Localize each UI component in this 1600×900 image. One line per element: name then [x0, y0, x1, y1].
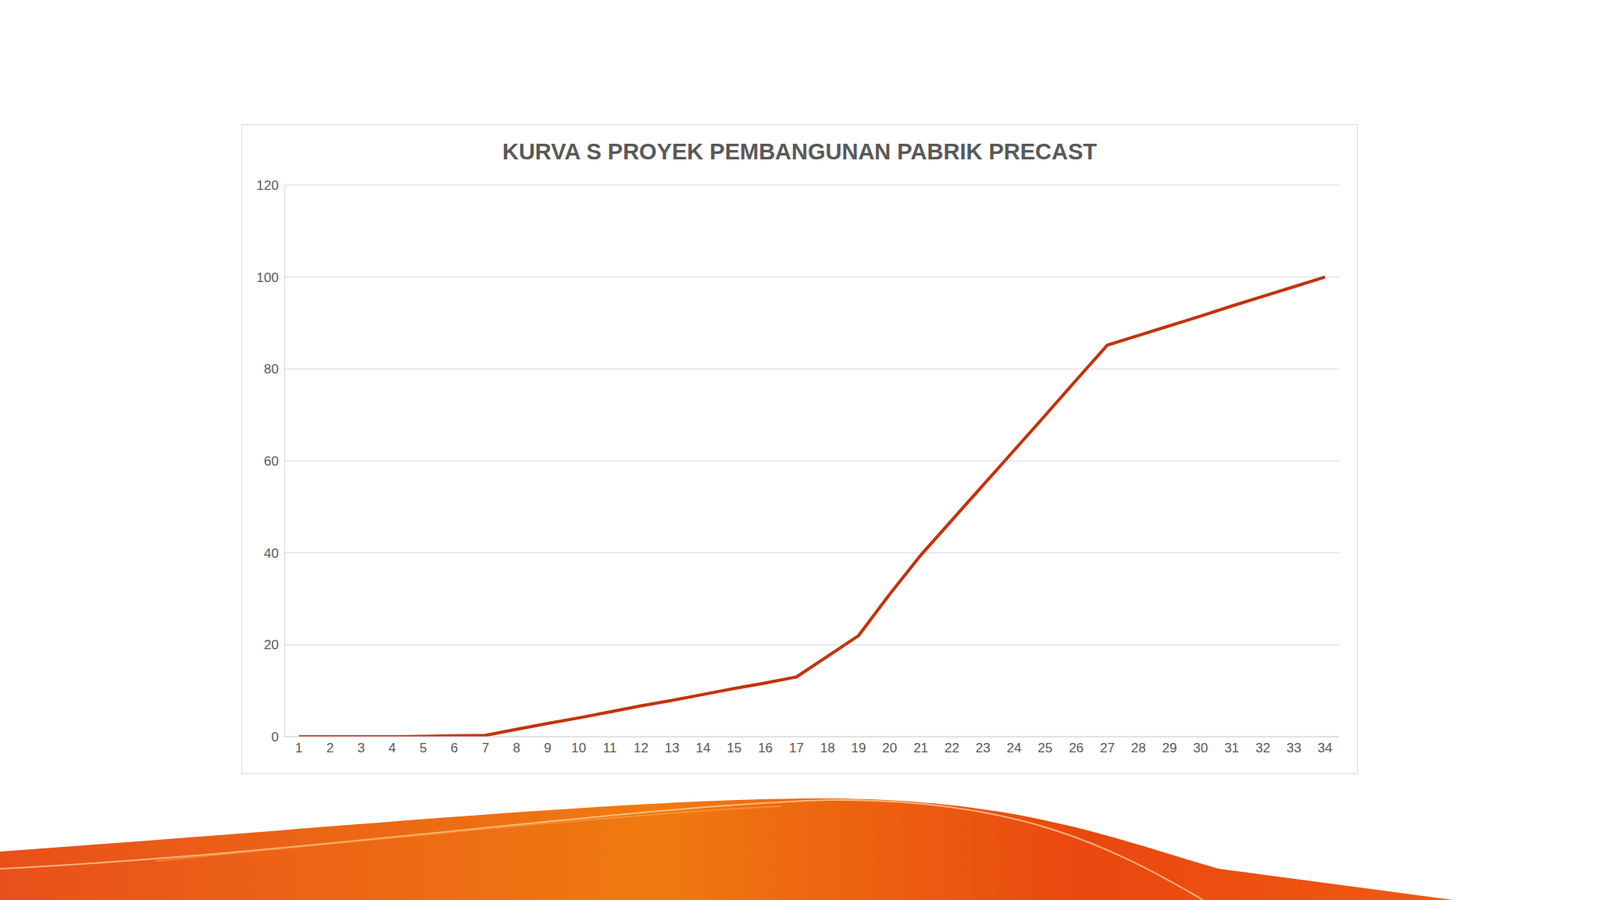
- svg-text:26: 26: [1068, 740, 1084, 756]
- svg-text:33: 33: [1286, 740, 1302, 756]
- svg-text:100: 100: [256, 270, 279, 286]
- svg-text:3: 3: [357, 740, 365, 756]
- svg-text:25: 25: [1037, 740, 1053, 756]
- svg-text:11: 11: [603, 740, 618, 756]
- svg-text:23: 23: [975, 740, 991, 756]
- svg-text:12: 12: [633, 740, 649, 756]
- svg-text:20: 20: [264, 637, 279, 653]
- svg-text:80: 80: [264, 361, 279, 377]
- svg-text:29: 29: [1162, 740, 1178, 756]
- html-text:KURVA S PROYEK PEMBANGUNAN PAB: KURVA S PROYEK PEMBANGUNAN PABRIK PRECAS…: [502, 138, 1097, 164]
- svg-text:34: 34: [1317, 740, 1333, 756]
- svg-text:8: 8: [512, 740, 520, 756]
- svg-text:27: 27: [1100, 740, 1115, 756]
- svg-text:0: 0: [271, 729, 279, 745]
- svg-text:20: 20: [882, 740, 897, 756]
- svg-text:18: 18: [820, 740, 836, 756]
- svg-text:60: 60: [264, 453, 279, 469]
- svg-text:4: 4: [388, 740, 396, 756]
- svg-text:24: 24: [1007, 740, 1022, 756]
- svg-text:5: 5: [419, 740, 427, 756]
- svg-text:17: 17: [789, 740, 804, 756]
- svg-text:32: 32: [1255, 740, 1271, 756]
- svg-text:7: 7: [482, 740, 490, 756]
- svg-text:22: 22: [944, 740, 960, 756]
- svg-text:120: 120: [256, 178, 279, 193]
- svg-text:13: 13: [664, 740, 680, 756]
- svg-text:40: 40: [264, 546, 279, 561]
- svg-text:9: 9: [543, 740, 551, 756]
- svg-text:6: 6: [450, 740, 458, 756]
- svg-text:31: 31: [1224, 740, 1240, 756]
- svg-text:21: 21: [913, 740, 929, 756]
- svg-text:1: 1: [295, 740, 303, 756]
- svg-text:28: 28: [1131, 740, 1147, 756]
- svg-text:19: 19: [851, 740, 867, 756]
- svg-text:14: 14: [696, 740, 711, 756]
- svg-text:16: 16: [757, 740, 773, 756]
- svg-text:30: 30: [1192, 740, 1208, 756]
- svg-text:15: 15: [726, 740, 742, 756]
- svg-text:2: 2: [326, 740, 334, 756]
- svg-text:10: 10: [571, 740, 586, 756]
